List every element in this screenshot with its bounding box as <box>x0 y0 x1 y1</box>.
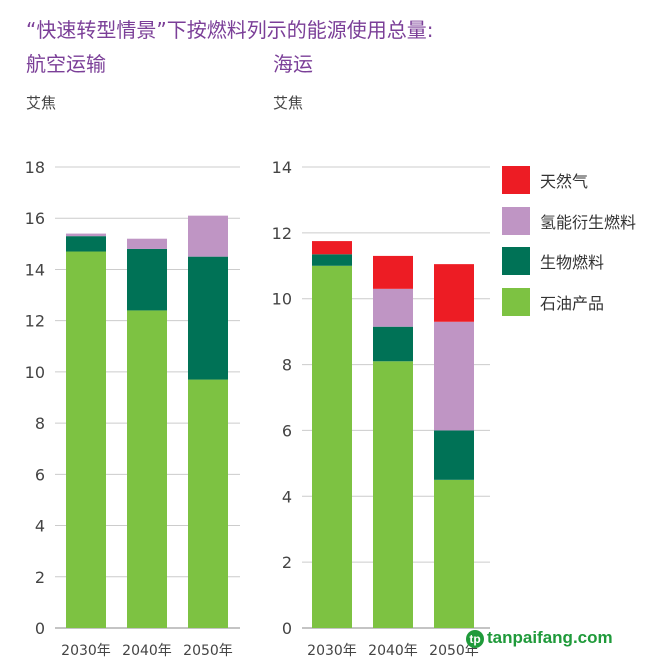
y-tick-label: 0 <box>35 619 45 638</box>
bar-segment-bio <box>66 236 106 252</box>
bar-segment-gas <box>312 241 352 255</box>
legend-item-hydrogen: 氢能衍生燃料 <box>502 206 637 235</box>
x-tick-label: 2040年 <box>368 643 418 659</box>
bar-segment-oil <box>188 379 228 628</box>
y-tick-label: 18 <box>25 158 45 177</box>
legend-item-bio: 生物燃料 <box>502 247 636 275</box>
y-tick-label: 8 <box>35 414 45 433</box>
bar-segment-bio <box>188 256 228 380</box>
y-tick-label: 2 <box>35 568 45 587</box>
watermark-text: tanpaifang.com <box>487 628 613 647</box>
bar-segment-oil <box>434 479 474 628</box>
y-tick-label: 12 <box>272 224 292 243</box>
x-tick-label: 2040年 <box>122 643 172 659</box>
watermark: tp tanpaifang.com <box>466 628 613 648</box>
y-tick-label: 14 <box>25 260 45 279</box>
figure-title: “快速转型情景”下按燃料列示的能源使用总量: <box>26 18 434 42</box>
bar-segment-hydrogen <box>434 321 474 431</box>
bar-segment-oil <box>127 310 167 628</box>
x-tick-label: 2030年 <box>61 643 111 659</box>
y-tick-label: 6 <box>282 421 292 440</box>
legend-label: 生物燃料 <box>540 253 605 272</box>
y-tick-label: 6 <box>35 465 45 484</box>
y-tick-label: 14 <box>272 158 292 177</box>
bar-segment-bio <box>127 248 167 311</box>
legend-label: 石油产品 <box>540 293 605 313</box>
y-tick-label: 4 <box>35 517 45 536</box>
bar-segment-bio <box>434 430 474 480</box>
x-tick-label: 2050年 <box>429 643 479 659</box>
y-tick-label: 12 <box>25 312 45 331</box>
legend-label: 天然气 <box>540 172 589 191</box>
legend-item-oil: 石油产品 <box>502 287 636 316</box>
legend-item-gas: 天然气 <box>502 166 636 194</box>
y-tick-label: 0 <box>282 619 292 638</box>
legend: 天然气氢能衍生燃料 生物燃料石油产品 <box>502 166 636 328</box>
legend-swatch <box>502 166 530 194</box>
watermark-logo-icon: tp <box>466 629 484 648</box>
bar-segment-gas <box>373 255 413 289</box>
legend-swatch <box>502 247 530 275</box>
y-tick-label: 16 <box>25 209 45 228</box>
bar-segment-hydrogen <box>127 238 167 249</box>
y-tick-label: 10 <box>272 290 292 309</box>
bar-segment-gas <box>434 264 474 322</box>
y-unit-aviation: 艾焦 <box>26 94 57 112</box>
x-tick-label: 2050年 <box>183 643 233 659</box>
y-tick-label: 8 <box>282 356 292 375</box>
x-tick-label: 2030年 <box>307 643 357 659</box>
legend-swatch <box>502 206 530 235</box>
chart-title-shipping: 海运 <box>273 52 313 76</box>
y-unit-shipping: 艾焦 <box>273 94 304 112</box>
bar-segment-oil <box>66 251 106 628</box>
bar-segment-oil <box>373 361 413 628</box>
y-tick-label: 2 <box>282 553 292 572</box>
bar-segment-bio <box>373 326 413 362</box>
bar-segment-hydrogen <box>66 233 106 237</box>
bar-segment-hydrogen <box>188 215 228 257</box>
chart-title-aviation: 航空运输 <box>26 52 106 76</box>
y-tick-label: 4 <box>282 487 292 506</box>
legend-swatch <box>502 287 530 316</box>
bar-segment-hydrogen <box>373 288 413 327</box>
bar-segment-bio <box>312 254 352 266</box>
y-tick-label: 10 <box>25 363 45 382</box>
legend-label: 氢能衍生燃料 <box>540 212 637 232</box>
bar-segment-oil <box>312 265 352 628</box>
